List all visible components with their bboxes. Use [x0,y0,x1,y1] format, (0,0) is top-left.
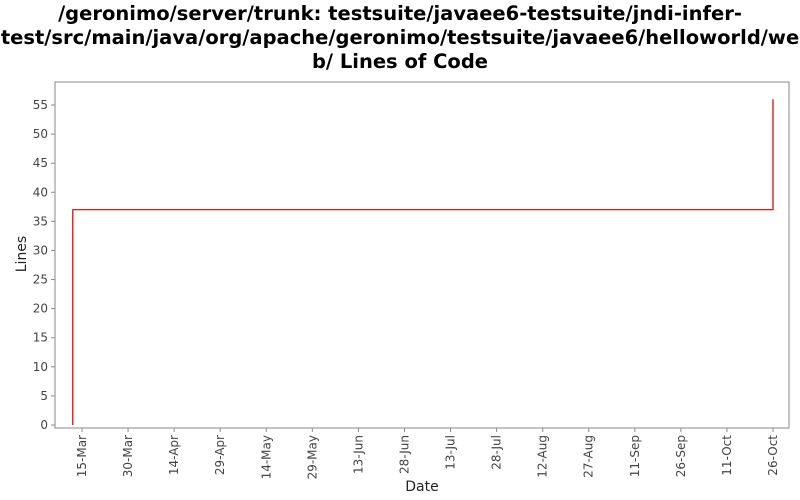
series-layer [72,99,774,425]
x-tick-label: 13-Jul [444,435,458,470]
x-tick-label: 15-Mar [75,435,89,477]
y-tick-label: 50 [33,127,48,141]
y-tick-label: 40 [33,185,48,199]
y-tick-label: 10 [33,360,48,374]
x-tick-label: 29-Apr [213,435,227,475]
y-tick-label: 20 [33,302,48,316]
x-tick-label: 14-Apr [167,435,181,475]
x-tick-label: 14-May [259,435,273,479]
x-axis: 15-Mar 30-Mar 14-Apr 29-Apr 14-May 29-May 13-J… [75,428,780,479]
y-tick-label: 5 [40,389,48,403]
x-tick-label: 11-Sep [628,435,642,477]
x-tick-label: 13-Jun [351,435,365,474]
x-tick-label: 29-May [305,435,319,479]
y-tick-label: 55 [33,98,48,112]
chart-title: /geronimo/server/trunk: testsuite/javaee… [0,2,800,74]
x-tick-label: 26-Sep [674,435,688,477]
x-tick-label: 11-Oct [720,435,734,476]
y-tick-label: 45 [33,156,48,170]
plot-area [54,81,790,429]
chart-title-line-3: b/ Lines of Code [311,50,489,73]
x-tick-label: 27-Aug [582,435,596,478]
y-axis-label: Lines [14,236,30,272]
y-tick-label: 35 [33,214,48,228]
y-axis: 0 5 10 15 20 25 30 35 40 45 50 55 [33,98,55,432]
y-tick-label: 0 [40,418,48,432]
x-tick-label: 26-Oct [766,435,780,476]
series-line-0 [72,99,774,425]
y-tick-label: 30 [33,243,48,257]
chart-title-line-2: test/src/main/java/org/apache/geronimo/t… [0,26,800,49]
x-tick-label: 28-Jul [490,435,504,470]
x-tick-label: 28-Jun [397,435,411,474]
chart-title-line-1: /geronimo/server/trunk: testsuite/javaee… [58,2,742,25]
x-tick-label: 30-Mar [121,435,135,477]
x-tick-label: 12-Aug [536,435,550,478]
x-axis-label: Date [405,479,438,495]
y-tick-label: 25 [33,273,48,287]
y-tick-label: 15 [33,331,48,345]
